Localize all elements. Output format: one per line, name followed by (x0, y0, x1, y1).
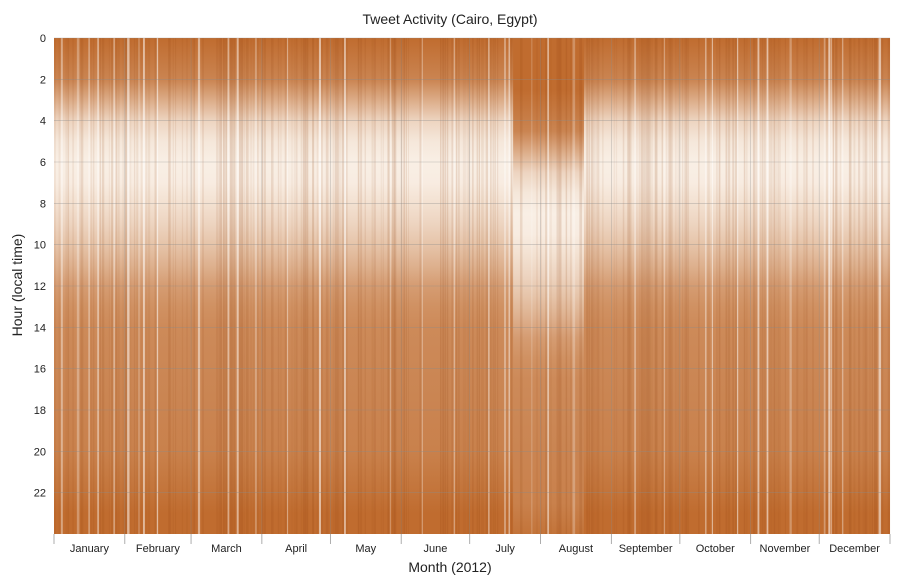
y-tick-label: 0 (40, 33, 46, 45)
y-tick-label: 2 (40, 74, 46, 86)
heatmap-area (54, 37, 891, 534)
month-label: August (559, 543, 593, 555)
month-label: February (136, 543, 181, 555)
month-label: November (760, 543, 811, 555)
chart-title: Tweet Activity (Cairo, Egypt) (362, 11, 537, 27)
y-tick-label: 22 (34, 488, 46, 500)
month-label: January (70, 543, 110, 555)
y-tick-label: 12 (34, 281, 46, 293)
month-label: April (285, 543, 307, 555)
month-label: June (424, 543, 448, 555)
y-tick-label: 4 (40, 116, 46, 128)
month-label: July (495, 543, 515, 555)
month-label: October (696, 543, 735, 555)
y-tick-label: 18 (34, 405, 46, 417)
x-axis-label: Month (2012) (408, 559, 491, 575)
y-tick-label: 20 (34, 446, 46, 458)
y-axis-label: Hour (local time) (9, 234, 25, 337)
y-axis-ticks: 0 2 4 6 8 10 12 14 16 18 20 22 (34, 33, 46, 500)
month-label: September (619, 543, 673, 555)
y-tick-label: 8 (40, 198, 46, 210)
month-label: May (355, 543, 376, 555)
month-label: December (829, 543, 880, 555)
vertical-gridlines (124, 38, 820, 534)
y-tick-label: 16 (34, 364, 46, 376)
x-axis: January February March April May June July Augu… (53, 534, 891, 555)
month-label: March (211, 543, 242, 555)
y-tick-label: 14 (34, 322, 46, 334)
y-tick-label: 6 (40, 157, 46, 169)
y-tick-label: 10 (34, 240, 46, 252)
